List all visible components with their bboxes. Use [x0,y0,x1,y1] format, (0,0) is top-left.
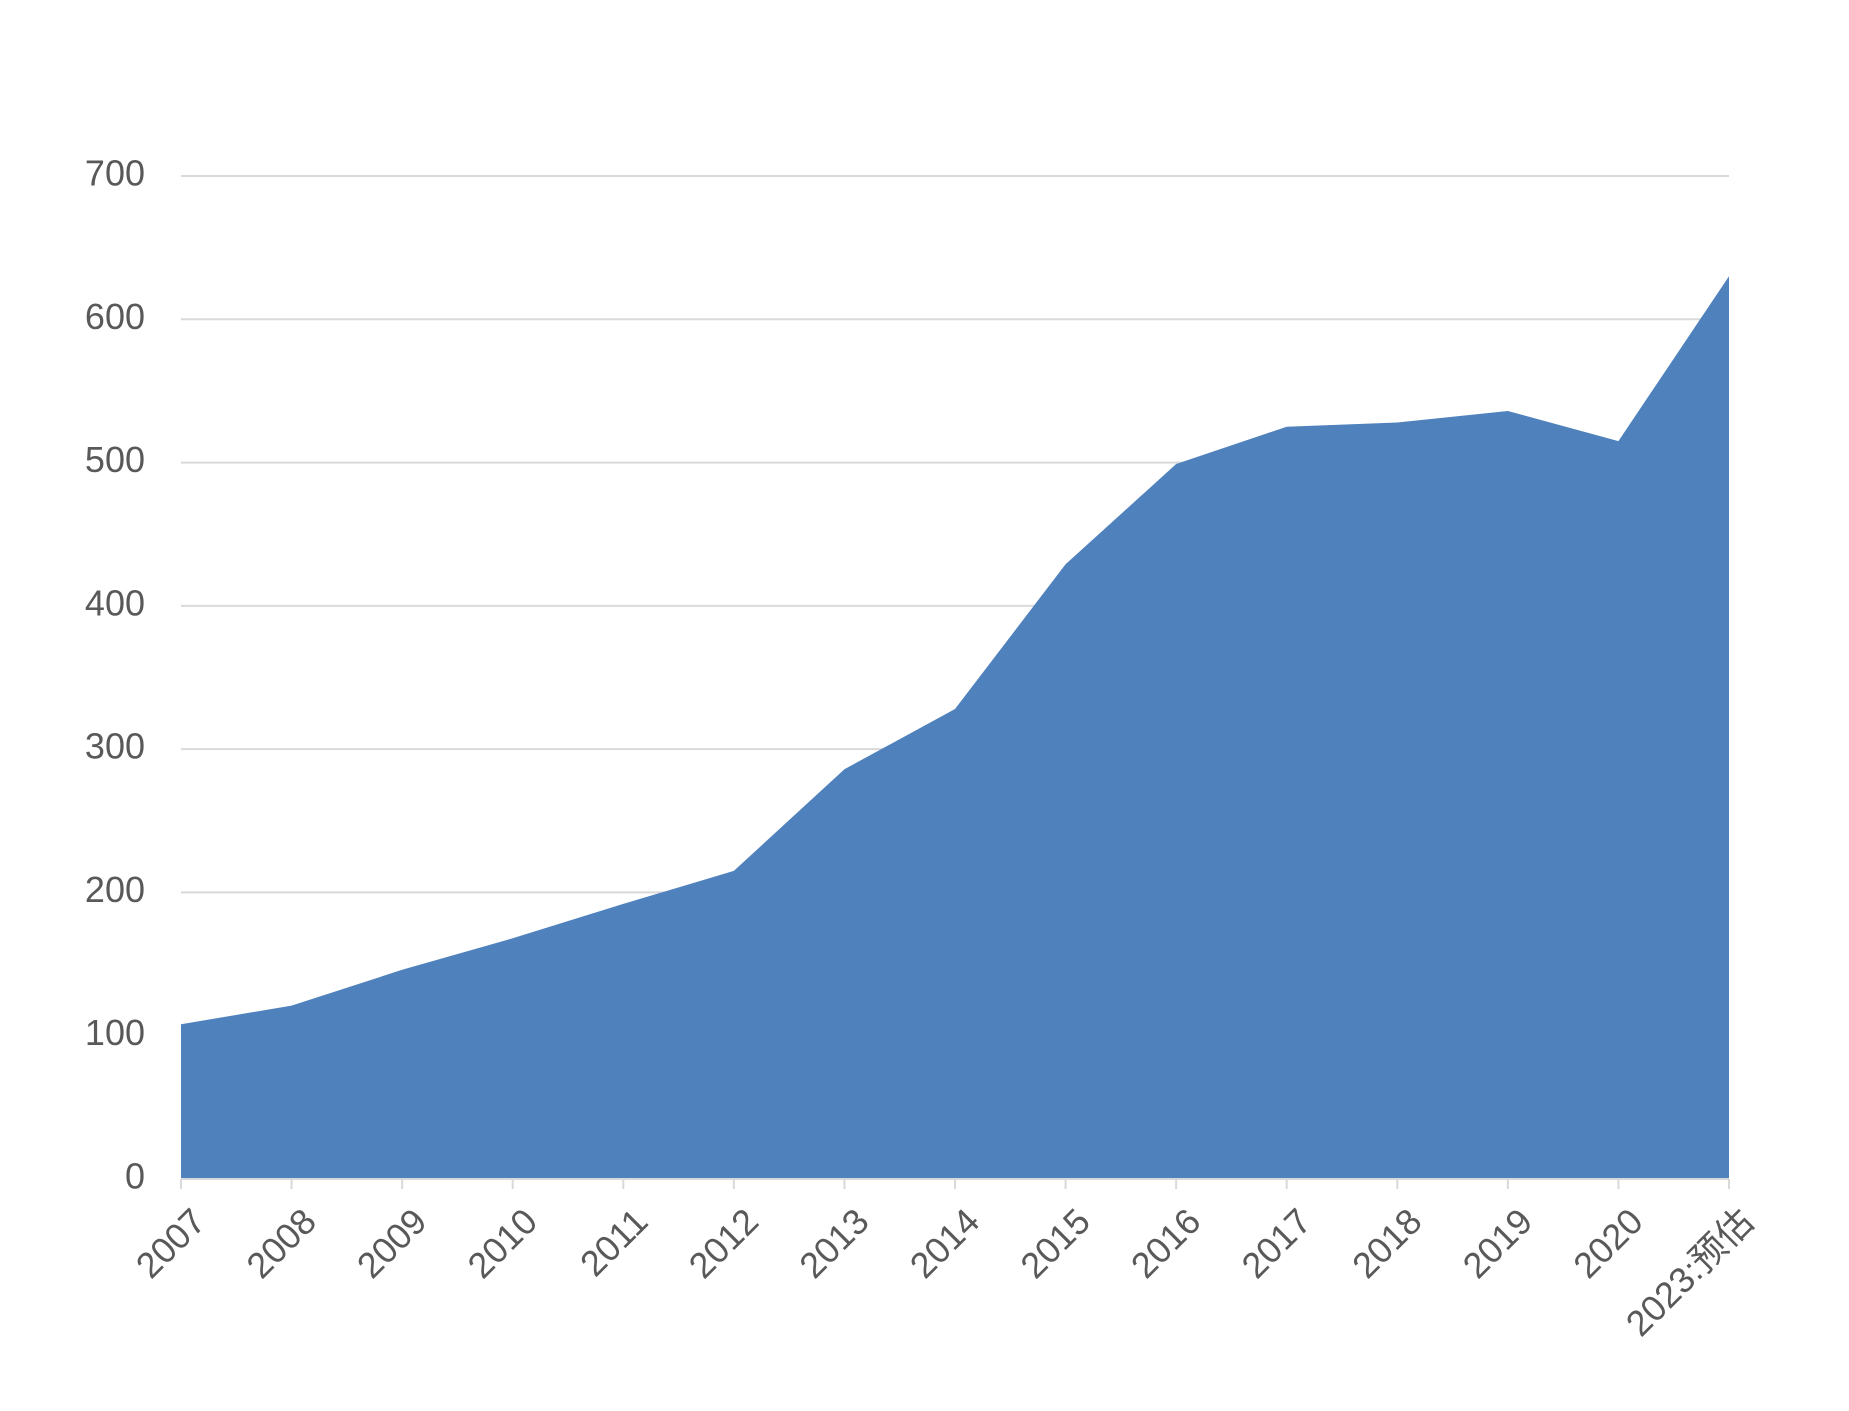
x-tick-label: 2009 [349,1200,435,1286]
x-tick-label: 2019 [1455,1200,1541,1286]
area-fill [181,276,1729,1179]
x-tick-label: 2013 [791,1200,877,1286]
x-tick-labels: 2007 2008 2009 2010 2011 2012 2013 2014 2015 2016… [128,1200,1762,1344]
area-series [181,276,1729,1179]
x-tick-label: 2015 [1012,1200,1098,1286]
y-tick-label: 200 [85,869,145,910]
y-tick-label: 400 [85,582,145,623]
x-axis [180,1178,1730,1189]
x-tick-label: 2017 [1233,1200,1319,1286]
y-tick-label: 100 [85,1012,145,1053]
x-tick-label: 2012 [681,1200,767,1286]
x-tick-label: 2007 [128,1200,214,1286]
x-tick-label: 2020 [1565,1200,1651,1286]
x-tick-label: 2014 [902,1200,988,1286]
y-tick-label: 0 [125,1156,145,1197]
x-tick-label: 2011 [572,1200,656,1284]
x-tick-label: 2018 [1344,1200,1430,1286]
x-tick-label: 2016 [1123,1200,1209,1286]
y-tick-label: 700 [85,153,145,194]
y-tick-label: 600 [85,296,145,337]
y-tick-labels: 0 100 200 300 400 500 600 700 [85,153,145,1197]
y-tick-label: 500 [85,439,145,480]
y-tick-label: 300 [85,726,145,767]
x-tick-label: 2010 [459,1200,545,1286]
x-tick-label: 2008 [238,1200,324,1286]
